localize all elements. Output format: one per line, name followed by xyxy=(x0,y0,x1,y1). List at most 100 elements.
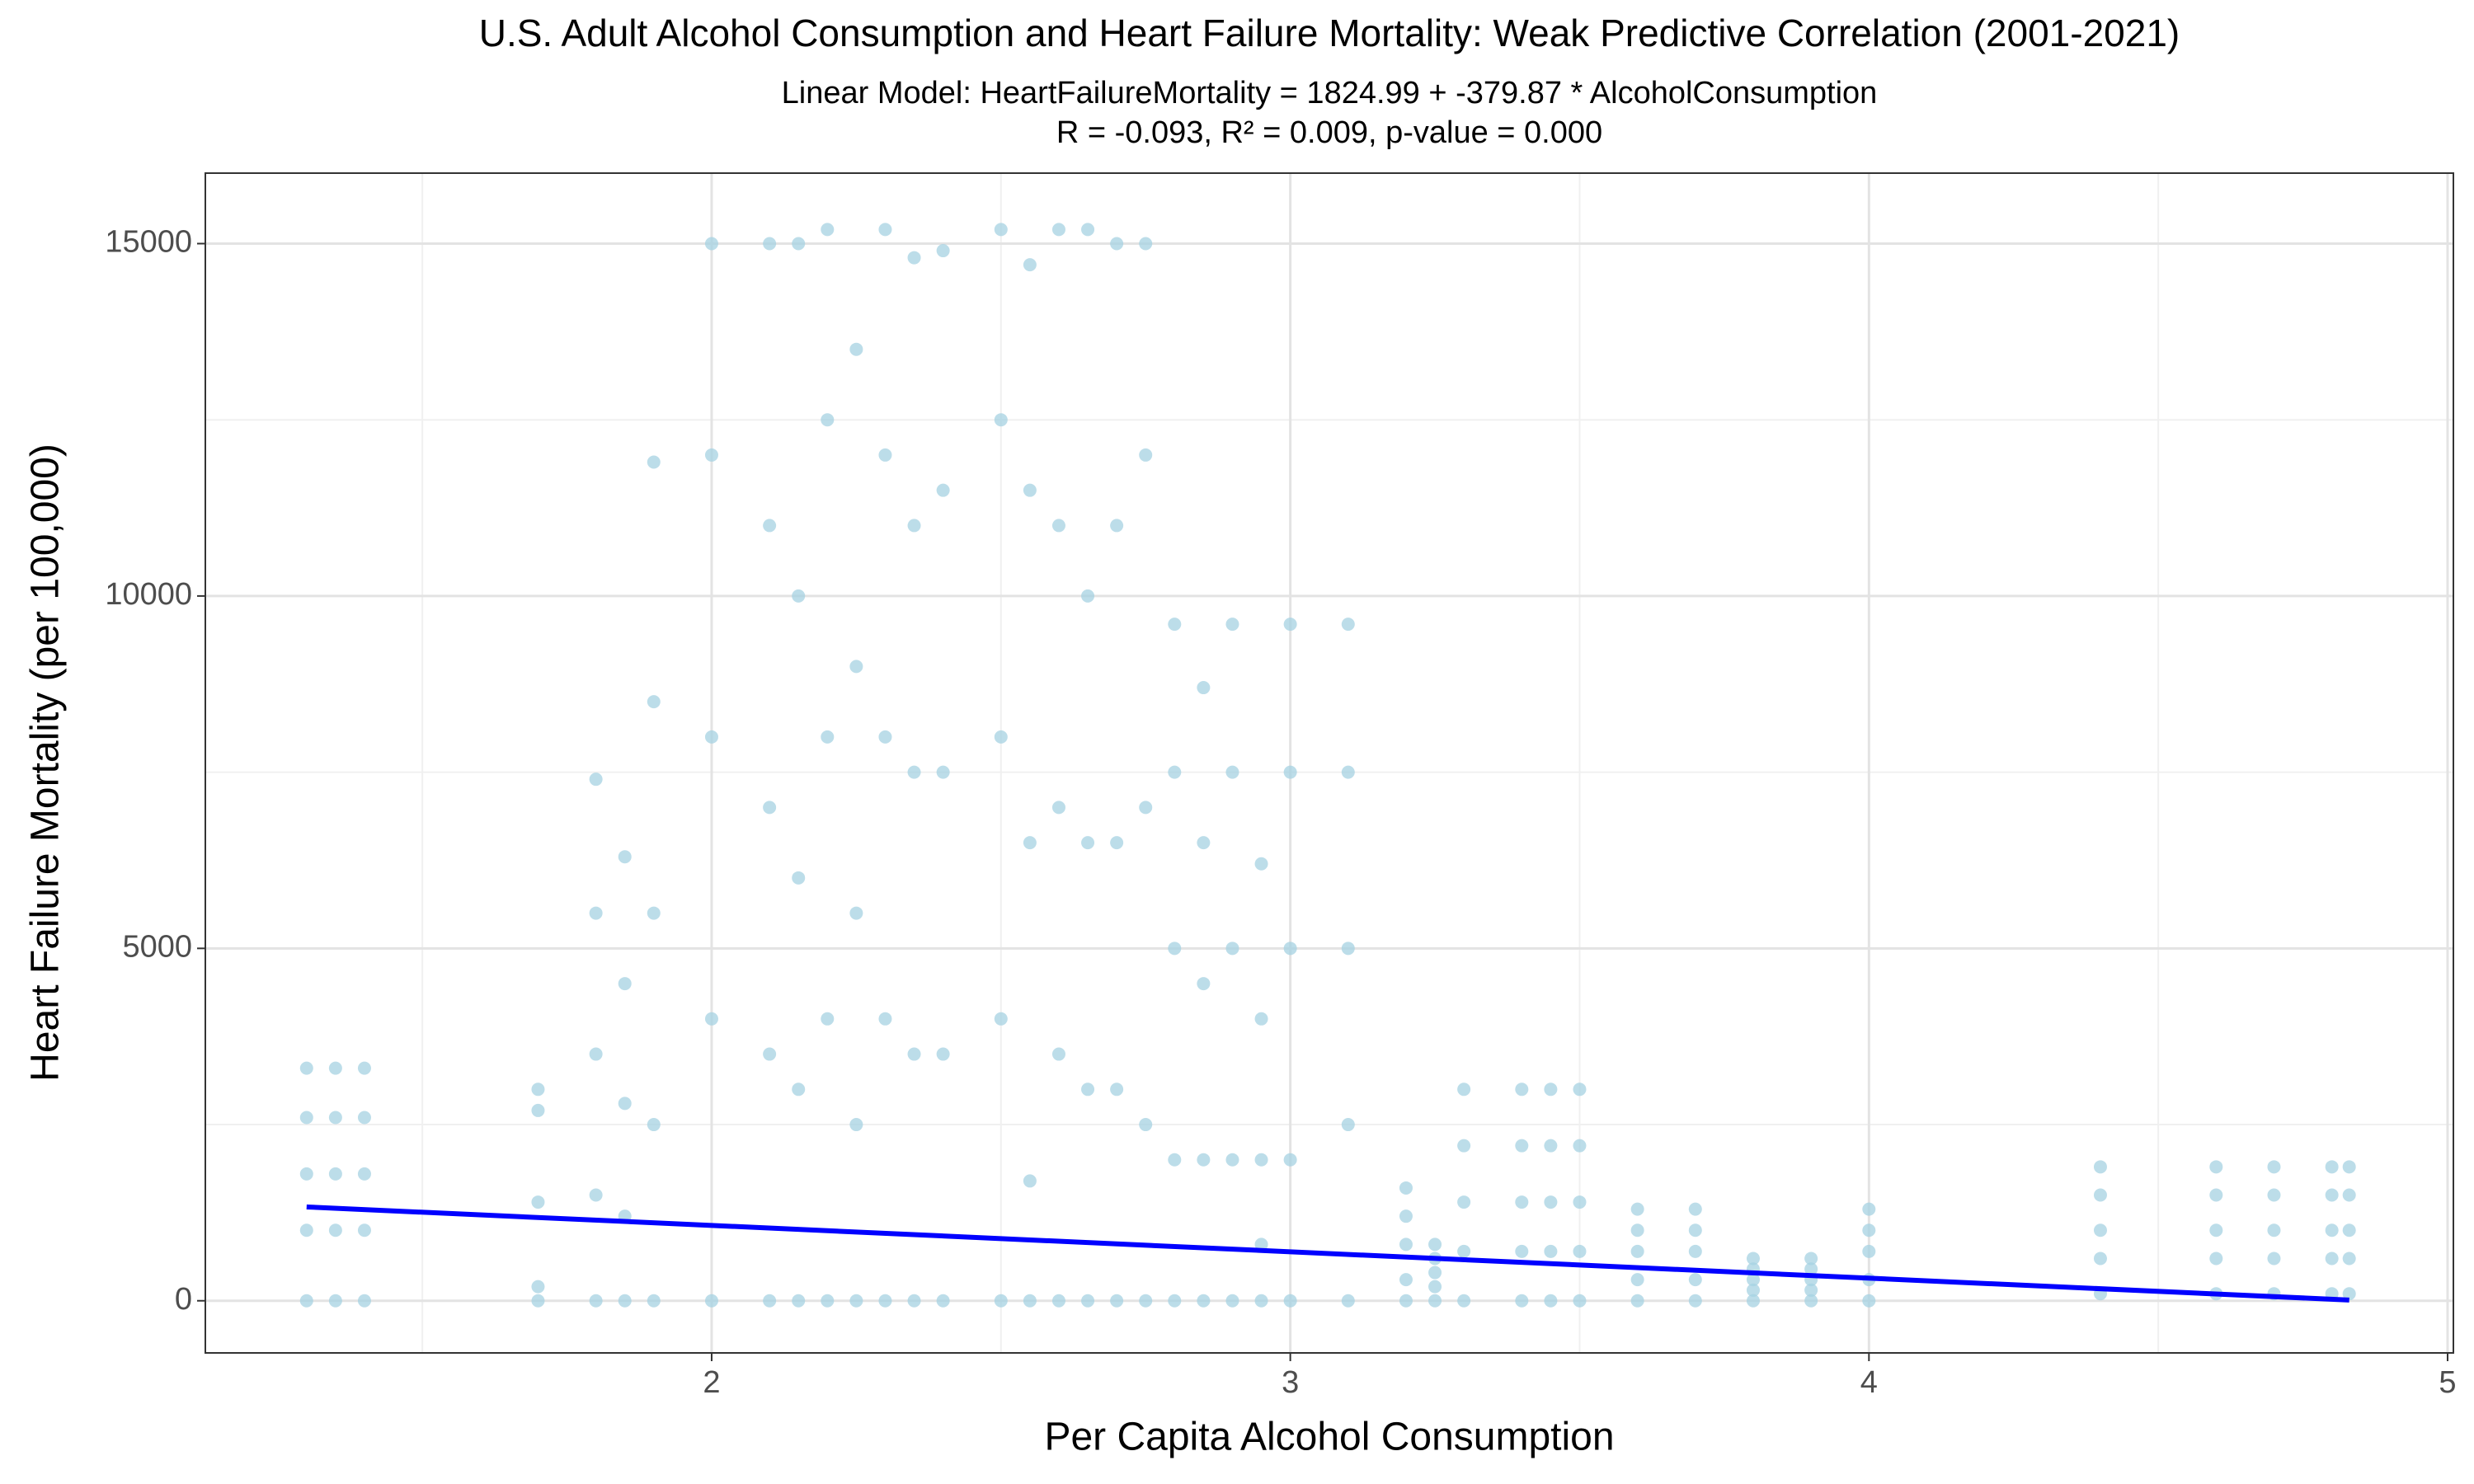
point xyxy=(1051,1047,1065,1061)
point xyxy=(1804,1252,1818,1266)
point xyxy=(1139,1294,1153,1308)
point xyxy=(1573,1294,1587,1308)
point xyxy=(1630,1202,1644,1216)
point xyxy=(2093,1252,2107,1266)
point xyxy=(792,1082,806,1097)
point xyxy=(1688,1202,1702,1216)
point xyxy=(849,660,863,674)
point xyxy=(328,1111,342,1125)
point xyxy=(878,1294,892,1308)
point xyxy=(357,1061,371,1075)
point xyxy=(1168,765,1182,779)
point xyxy=(531,1280,545,1294)
point xyxy=(2325,1188,2339,1202)
point xyxy=(704,1012,718,1026)
chart-subtitle: Linear Model: HeartFailureMortality = 18… xyxy=(782,76,1878,110)
y-tick-label: 15000 xyxy=(105,225,192,260)
point xyxy=(1804,1283,1818,1297)
point xyxy=(1110,1294,1124,1308)
point xyxy=(1630,1273,1644,1287)
point xyxy=(328,1223,342,1237)
point xyxy=(1197,977,1211,991)
point xyxy=(1023,1174,1037,1188)
point xyxy=(1225,1153,1239,1167)
point xyxy=(1254,1012,1268,1026)
point xyxy=(1804,1294,1818,1308)
point xyxy=(2267,1188,2281,1202)
point xyxy=(763,237,777,251)
point xyxy=(2267,1223,2281,1237)
point xyxy=(1341,618,1355,632)
point xyxy=(1515,1244,1529,1258)
y-tick-label: 5000 xyxy=(122,929,192,964)
point xyxy=(328,1167,342,1181)
point xyxy=(821,730,835,744)
point xyxy=(1515,1294,1529,1308)
point xyxy=(589,906,603,920)
point xyxy=(994,223,1008,237)
plot-area xyxy=(205,173,2453,1353)
point xyxy=(907,765,921,779)
point xyxy=(647,1294,661,1308)
point xyxy=(1428,1294,1442,1308)
point xyxy=(1457,1244,1471,1258)
point xyxy=(1544,1244,1558,1258)
point xyxy=(2342,1188,2356,1202)
point xyxy=(763,519,777,533)
point xyxy=(1399,1273,1413,1287)
y-axis-label: Heart Failure Mortality (per 100,000) xyxy=(24,444,68,1082)
plot-border xyxy=(205,172,2454,1354)
point xyxy=(647,906,661,920)
point xyxy=(531,1294,545,1308)
point xyxy=(1688,1294,1702,1308)
chart-subtitle: R = -0.093, R² = 0.009, p-value = 0.000 xyxy=(1056,115,1602,150)
point xyxy=(1139,1118,1153,1132)
point xyxy=(907,251,921,265)
point xyxy=(1051,1294,1065,1308)
point xyxy=(589,1047,603,1061)
point xyxy=(1225,618,1239,632)
point xyxy=(1428,1237,1442,1252)
point xyxy=(1254,857,1268,871)
point xyxy=(878,223,892,237)
point xyxy=(1862,1223,1876,1237)
point xyxy=(1139,801,1153,815)
point xyxy=(299,1167,313,1181)
point xyxy=(1197,1294,1211,1308)
point xyxy=(907,519,921,533)
point xyxy=(1254,1294,1268,1308)
x-axis-label: Per Capita Alcohol Consumption xyxy=(1044,1416,1614,1459)
point xyxy=(1283,618,1297,632)
point xyxy=(1283,1294,1297,1308)
point xyxy=(821,413,835,427)
point xyxy=(531,1195,545,1209)
point xyxy=(647,455,661,469)
point xyxy=(1283,765,1297,779)
point xyxy=(1197,681,1211,695)
point xyxy=(1573,1244,1587,1258)
point xyxy=(1428,1266,1442,1280)
point xyxy=(1341,1294,1355,1308)
point xyxy=(1399,1237,1413,1252)
point xyxy=(2267,1252,2281,1266)
point xyxy=(1630,1244,1644,1258)
point xyxy=(1573,1139,1587,1153)
point xyxy=(1544,1082,1558,1097)
point xyxy=(1110,836,1124,850)
point xyxy=(1081,1082,1095,1097)
x-tick-label: 4 xyxy=(1860,1365,1878,1400)
point xyxy=(792,237,806,251)
point xyxy=(849,1294,863,1308)
point xyxy=(531,1103,545,1117)
point xyxy=(1457,1139,1471,1153)
point xyxy=(994,1012,1008,1026)
point xyxy=(2325,1160,2339,1174)
point xyxy=(1862,1202,1876,1216)
point xyxy=(1168,618,1182,632)
point xyxy=(1023,483,1037,497)
point xyxy=(328,1061,342,1075)
point xyxy=(1688,1273,1702,1287)
point xyxy=(2342,1252,2356,1266)
point xyxy=(936,244,950,258)
